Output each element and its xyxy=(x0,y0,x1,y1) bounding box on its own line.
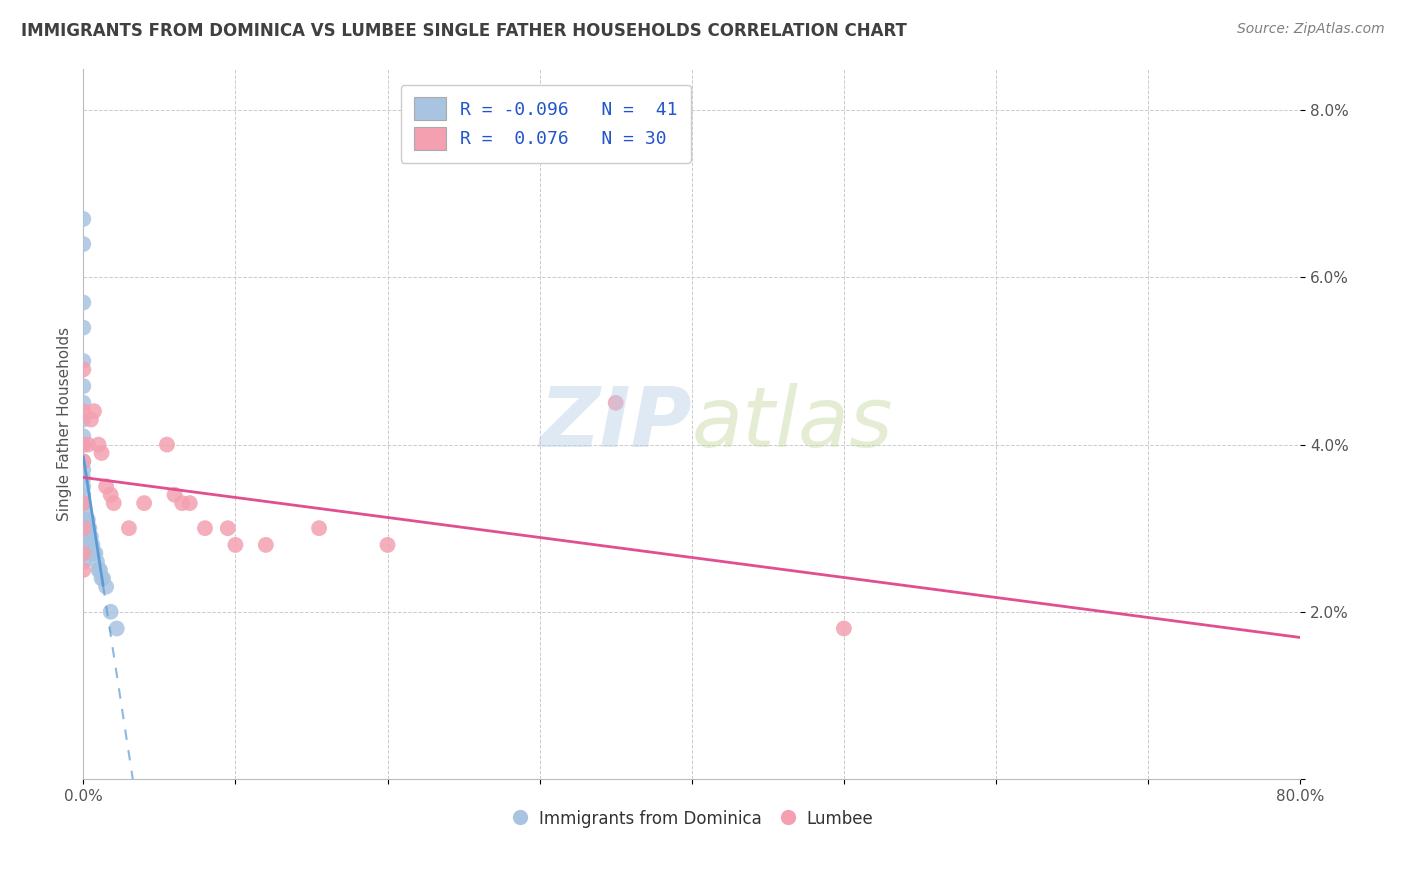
Point xyxy=(72,521,94,535)
Point xyxy=(72,555,94,569)
Point xyxy=(72,396,94,410)
Point xyxy=(72,437,94,451)
Point xyxy=(80,412,103,426)
Point xyxy=(91,571,114,585)
Point xyxy=(76,513,98,527)
Text: ZIP: ZIP xyxy=(538,384,692,464)
Point xyxy=(72,496,94,510)
Point xyxy=(72,504,94,518)
Point xyxy=(72,454,94,468)
Point xyxy=(179,496,201,510)
Point xyxy=(72,546,94,560)
Point xyxy=(254,538,277,552)
Point xyxy=(72,295,94,310)
Point xyxy=(80,538,103,552)
Point xyxy=(76,521,98,535)
Point xyxy=(86,555,108,569)
Point xyxy=(83,546,105,560)
Point xyxy=(72,471,94,485)
Point xyxy=(75,521,97,535)
Point xyxy=(118,521,141,535)
Point xyxy=(79,521,101,535)
Point xyxy=(72,513,94,527)
Point xyxy=(72,488,94,502)
Text: IMMIGRANTS FROM DOMINICA VS LUMBEE SINGLE FATHER HOUSEHOLDS CORRELATION CHART: IMMIGRANTS FROM DOMINICA VS LUMBEE SINGL… xyxy=(21,22,907,40)
Point xyxy=(156,437,179,451)
Point xyxy=(72,429,94,443)
Point xyxy=(308,521,330,535)
Point xyxy=(72,379,94,393)
Point xyxy=(94,479,117,493)
Point xyxy=(224,538,246,552)
Point xyxy=(94,580,117,594)
Point xyxy=(75,530,97,544)
Point xyxy=(72,530,94,544)
Point xyxy=(72,412,94,426)
Point xyxy=(134,496,156,510)
Point xyxy=(103,496,125,510)
Point xyxy=(72,211,94,226)
Y-axis label: Single Father Households: Single Father Households xyxy=(58,326,72,521)
Point xyxy=(377,538,399,552)
Point xyxy=(72,320,94,334)
Point xyxy=(82,538,104,552)
Point xyxy=(72,538,94,552)
Point xyxy=(105,622,128,636)
Point xyxy=(72,563,94,577)
Point xyxy=(89,563,111,577)
Text: atlas: atlas xyxy=(692,384,893,464)
Point xyxy=(80,530,103,544)
Text: Source: ZipAtlas.com: Source: ZipAtlas.com xyxy=(1237,22,1385,37)
Point xyxy=(217,521,239,535)
Point xyxy=(605,396,627,410)
Point xyxy=(100,488,122,502)
Point xyxy=(90,571,112,585)
Point xyxy=(72,454,94,468)
Point xyxy=(100,605,122,619)
Point xyxy=(832,622,855,636)
Point xyxy=(72,354,94,368)
Legend: Immigrants from Dominica, Lumbee: Immigrants from Dominica, Lumbee xyxy=(503,803,880,835)
Point xyxy=(76,437,98,451)
Point xyxy=(87,437,110,451)
Point xyxy=(90,446,112,460)
Point xyxy=(194,521,217,535)
Point xyxy=(72,437,94,451)
Point xyxy=(72,521,94,535)
Point xyxy=(163,488,186,502)
Point xyxy=(72,479,94,493)
Point xyxy=(72,496,94,510)
Point xyxy=(83,404,105,418)
Point xyxy=(72,237,94,252)
Point xyxy=(172,496,194,510)
Point xyxy=(72,463,94,477)
Point xyxy=(84,546,107,560)
Point xyxy=(72,404,94,418)
Point xyxy=(87,563,110,577)
Point xyxy=(72,362,94,376)
Point xyxy=(72,546,94,560)
